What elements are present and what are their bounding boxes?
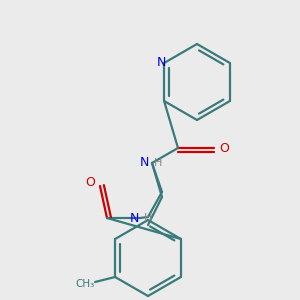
Text: O: O: [219, 142, 229, 154]
Text: O: O: [85, 176, 95, 190]
Text: CH₃: CH₃: [76, 279, 95, 289]
Text: H: H: [154, 158, 162, 168]
Text: N: N: [129, 212, 139, 224]
Text: N: N: [139, 157, 149, 169]
Text: N: N: [156, 56, 166, 70]
Text: H: H: [144, 213, 152, 223]
